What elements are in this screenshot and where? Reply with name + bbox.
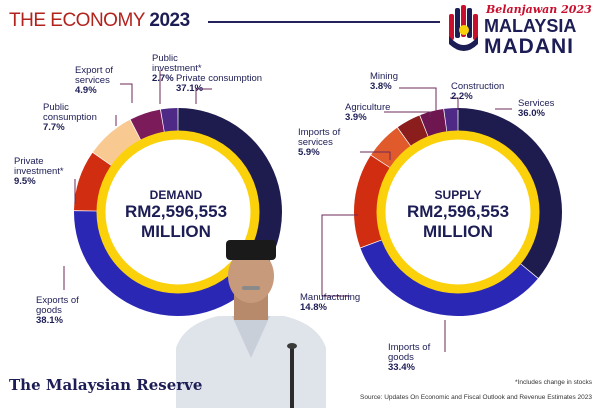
supply-donut-slice-imports-of-goods bbox=[360, 239, 538, 316]
demand-donut-slice-private-investment bbox=[74, 152, 114, 211]
demand-donut-slice-private-consumption bbox=[178, 108, 282, 284]
demand-total: RM2,596,553 bbox=[124, 202, 228, 221]
supply-donut bbox=[354, 108, 563, 316]
header-rule bbox=[208, 21, 440, 23]
supply-donut-slice-services bbox=[458, 108, 563, 278]
supply-title: SUPPLY bbox=[434, 188, 482, 202]
label-services: Services 36.0% bbox=[518, 98, 555, 119]
madani-hands-icon bbox=[449, 5, 478, 51]
label-imports-of-goods: Imports of goods 33.4% bbox=[388, 342, 431, 373]
demand-donut bbox=[73, 108, 282, 317]
demand-title: DEMAND bbox=[149, 188, 203, 202]
demand-unit: MILLION bbox=[141, 222, 211, 241]
source-note: Source: Updates On Economic and Fiscal O… bbox=[360, 394, 592, 401]
label-export-of-services: Export of services 4.9% bbox=[75, 65, 114, 96]
demand-donut-slice-public-consumption bbox=[92, 119, 142, 168]
label-public-consumption: Public consumption 7.7% bbox=[43, 102, 97, 133]
label-mining: Mining 3.8% bbox=[370, 71, 398, 92]
label-private-investment: Private investment* 9.5% bbox=[14, 156, 64, 187]
supply-donut-slice-construction bbox=[444, 108, 458, 135]
supply-donut-gold-ring bbox=[376, 130, 540, 294]
title-main: THE ECONOMY bbox=[9, 10, 145, 31]
label-exports-of-goods: Exports of goods 38.1% bbox=[36, 295, 79, 326]
demand-donut-slice-public-investment bbox=[160, 108, 178, 136]
label-public-investment: Public investment* 2.7% bbox=[152, 53, 202, 84]
label-construction: Construction 2.2% bbox=[451, 81, 505, 102]
logo-tagline: Belanjawan 2023 bbox=[486, 3, 592, 16]
demand-center: DEMAND RM2,596,553 MILLION bbox=[102, 188, 250, 242]
footnote: *Includes change in stocks bbox=[515, 379, 592, 386]
supply-donut-slice-imports-of-services bbox=[371, 127, 413, 170]
label-manufacturing: Manufacturing 14.8% bbox=[300, 292, 361, 313]
speaker-photo bbox=[176, 240, 326, 408]
label-imports-of-services: Imports of services 5.9% bbox=[298, 127, 341, 158]
demand-donut-slice-exports-of-goods bbox=[73, 211, 254, 317]
supply-total: RM2,596,553 bbox=[406, 202, 510, 221]
label-agriculture: Agriculture 3.9% bbox=[345, 102, 391, 123]
label-private-consumption: Private consumption 37.1% bbox=[176, 73, 263, 94]
publisher-brand: The Malaysian Reserve bbox=[9, 376, 203, 394]
logo-line-2: MADANI bbox=[484, 35, 574, 58]
leader-lines bbox=[63, 70, 512, 352]
page-title: THE ECONOMY 2023 bbox=[9, 10, 190, 32]
supply-center: SUPPLY RM2,596,553 MILLION bbox=[384, 188, 532, 242]
title-year: 2023 bbox=[149, 10, 190, 31]
supply-unit: MILLION bbox=[423, 222, 493, 241]
logo-line-1: MALAYSIA bbox=[484, 16, 577, 36]
supply-donut-slice-manufacturing bbox=[354, 155, 393, 248]
demand-donut-gold-ring bbox=[96, 130, 260, 294]
supply-donut-slice-mining bbox=[420, 109, 447, 140]
malaysia-madani-logo: Belanjawan 2023 MALAYSIA MADANI bbox=[446, 2, 596, 58]
